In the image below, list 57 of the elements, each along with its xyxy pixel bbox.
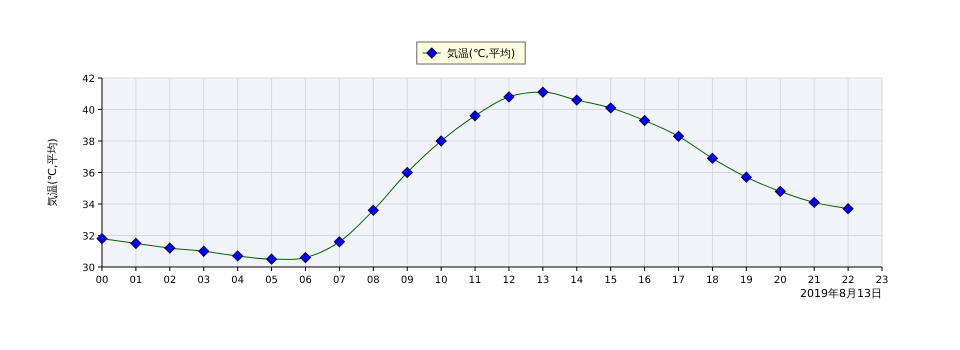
- x-tick-label: 21: [808, 275, 821, 286]
- y-tick-label: 32: [82, 232, 95, 242]
- x-tick-label: 01: [130, 275, 142, 286]
- point: [402, 167, 413, 178]
- x-tick-label: 06: [299, 275, 312, 286]
- y-tick-label: 34: [82, 200, 95, 211]
- x-tick-label: 09: [400, 275, 414, 286]
- y-tick-label: 40: [82, 106, 95, 116]
- point: [537, 86, 548, 98]
- x-tick-label: 00: [96, 275, 108, 286]
- x-tick-label: 05: [265, 275, 278, 286]
- legend-label: 気温(℃,平均): [446, 47, 516, 60]
- x-tick-label: 11: [468, 275, 482, 286]
- x-tick-label: 03: [197, 275, 210, 286]
- x-tick-label: 20: [774, 275, 787, 286]
- y-tick-label: 38: [82, 137, 95, 148]
- x-tick-label: 10: [434, 275, 448, 286]
- point: [639, 115, 650, 126]
- point: [706, 152, 718, 164]
- point: [571, 94, 582, 106]
- point: [198, 246, 210, 257]
- x-tick-label: 02: [163, 275, 176, 286]
- point: [808, 196, 820, 208]
- x-tick-label: 13: [536, 275, 550, 286]
- point: [503, 91, 514, 102]
- point: [740, 172, 752, 183]
- point: [96, 233, 108, 244]
- point: [334, 236, 345, 248]
- point: [232, 250, 244, 262]
- x-tick-label: 15: [604, 275, 618, 286]
- point: [605, 102, 616, 114]
- x-tick-label: 07: [333, 275, 346, 286]
- y-tick-label: 42: [82, 74, 95, 85]
- x-tick-label: 04: [231, 275, 244, 286]
- x-tick-label: 12: [502, 275, 516, 286]
- x-tick-label: 14: [570, 275, 584, 286]
- point: [164, 242, 176, 254]
- x-tick-label: 18: [706, 275, 719, 286]
- y-tick-label: 36: [82, 168, 95, 180]
- y-tick-label: 30: [82, 263, 95, 274]
- x-axis-title: 2019年8月13日: [800, 287, 882, 300]
- x-tick-label: 22: [842, 275, 854, 286]
- y-axis-title: 気温(℃,平均): [46, 138, 59, 207]
- point: [842, 203, 854, 214]
- point: [130, 238, 142, 249]
- x-tick-label: 17: [672, 275, 685, 286]
- x-tick-label: 19: [740, 275, 753, 286]
- point: [673, 130, 684, 142]
- point: [774, 186, 786, 197]
- x-tick-label: 08: [366, 275, 380, 286]
- point: [436, 136, 447, 146]
- x-tick-label: 16: [638, 275, 651, 286]
- point: [470, 110, 481, 122]
- point: [266, 254, 278, 265]
- point: [300, 252, 311, 264]
- x-tick-label: 23: [876, 275, 888, 286]
- point: [368, 204, 379, 216]
